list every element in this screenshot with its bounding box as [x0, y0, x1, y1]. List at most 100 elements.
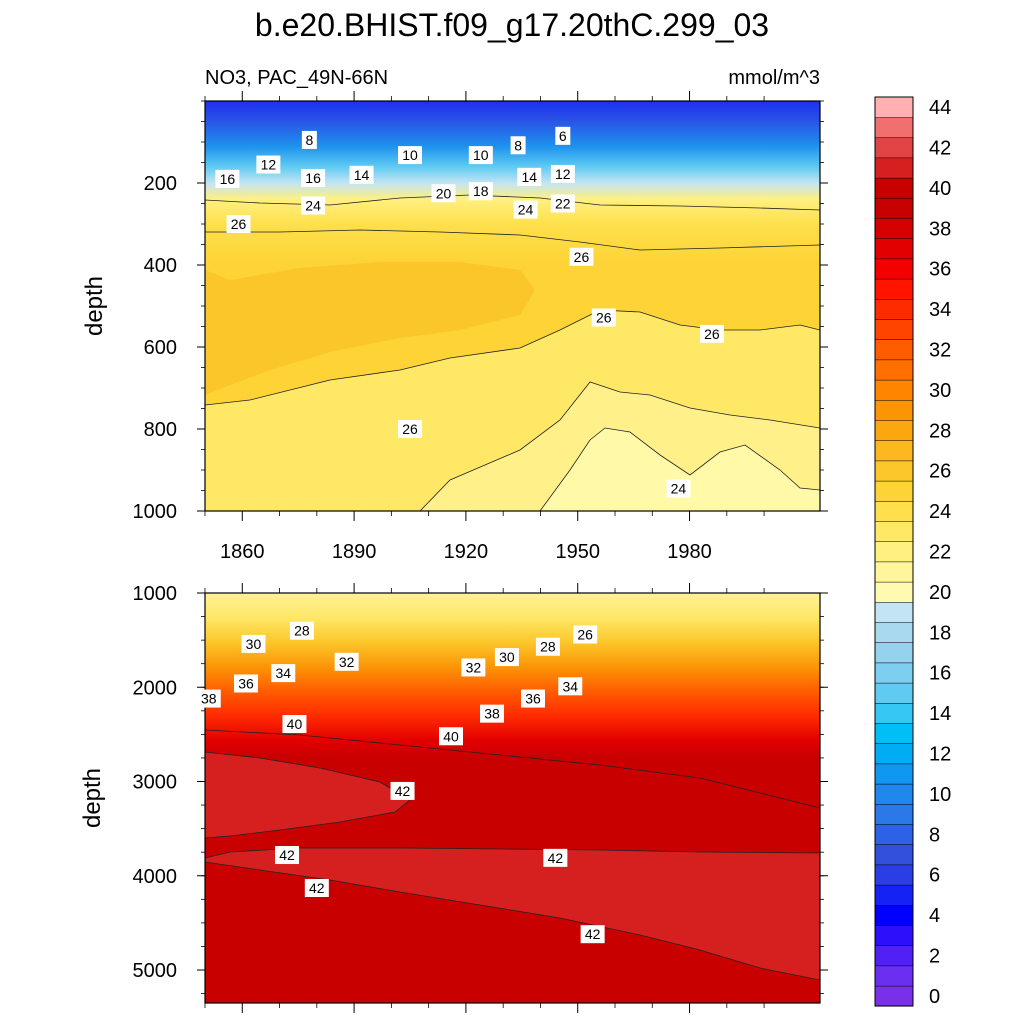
- colorbar-segment: [874, 197, 914, 219]
- colorbar-segment: [874, 480, 914, 502]
- colorbar-tick-label: 22: [929, 542, 951, 564]
- contour-label: 34: [558, 677, 583, 696]
- colorbar-tick-label: 2: [929, 946, 940, 968]
- colorbar-segment: [874, 520, 914, 542]
- colorbar-segment: [874, 116, 914, 138]
- contour-label: 26: [398, 420, 422, 438]
- contour-label-text: 16: [220, 171, 236, 187]
- contour-label-box: [196, 689, 221, 708]
- contour-label-box: [591, 308, 616, 327]
- contour-label-text: 24: [305, 198, 321, 214]
- contour-label: 28: [289, 621, 314, 640]
- x-tick-label: 1860: [220, 541, 265, 563]
- contour-label: 40: [439, 727, 463, 746]
- colorbar-segment: [874, 137, 914, 159]
- contour-label-text: 24: [518, 202, 534, 218]
- contour-label-text: 26: [574, 249, 590, 265]
- contour-label-box: [349, 165, 374, 184]
- contour-label-text: 32: [466, 659, 482, 675]
- colorbar-tick-label: 26: [929, 461, 951, 483]
- y-tick-label: 1000: [133, 501, 178, 523]
- contour-label-text: 40: [287, 716, 303, 732]
- contour-label: 8: [301, 130, 317, 149]
- contour-label-box: [431, 184, 456, 203]
- contour-label: 26: [699, 324, 724, 343]
- contour-label: 30: [494, 648, 519, 667]
- lower-y-axis-label: depth: [79, 768, 106, 828]
- contour-label: 24: [301, 196, 326, 215]
- contour-label-text: 38: [484, 706, 500, 722]
- contour-label: 22: [550, 194, 575, 213]
- lower-band-region: [205, 848, 820, 980]
- colorbar-segment: [874, 743, 914, 765]
- x-tick-label: 1950: [555, 541, 600, 563]
- contour-label-text: 6: [559, 128, 567, 144]
- contour-label: 6: [555, 126, 571, 145]
- colorbar-segment: [874, 682, 914, 704]
- contour-label-box: [550, 164, 575, 183]
- colorbar-segment: [874, 763, 914, 785]
- contour-label-box: [535, 637, 560, 656]
- contour-label: 42: [580, 925, 605, 944]
- contour-label-text: 36: [525, 691, 541, 707]
- contour-label-box: [398, 146, 422, 165]
- colorbar-tick-label: 18: [929, 622, 951, 644]
- contour-label-box: [304, 879, 329, 898]
- lower-panel-frame: [204, 592, 821, 1004]
- contour-label: 36: [234, 674, 258, 693]
- contour-label-text: 32: [339, 654, 355, 670]
- y-tick-label: 5000: [133, 960, 178, 982]
- colorbar-segment: [874, 359, 914, 381]
- contour-label-text: 20: [436, 185, 452, 201]
- colorbar-segment: [874, 561, 914, 583]
- contour-label: 16: [301, 169, 326, 188]
- contour-label: 12: [256, 155, 281, 174]
- contour-label: 24: [513, 200, 538, 219]
- contour-label-text: 42: [548, 850, 564, 866]
- contour-label: 34: [271, 664, 296, 683]
- contour-label-text: 10: [473, 147, 489, 163]
- lower-contour-line-3: [205, 861, 820, 981]
- contour-label-box: [275, 846, 299, 865]
- y-tick-label: 600: [144, 337, 177, 359]
- colorbar-tick-label: 4: [929, 905, 940, 927]
- lower-contour-line-1: [205, 751, 411, 839]
- y-tick-label: 2000: [133, 677, 178, 699]
- contour-label-text: 24: [671, 480, 687, 496]
- colorbar-tick-label: 14: [929, 703, 951, 725]
- contour-label: 32: [334, 652, 359, 671]
- colorbar-segment: [874, 945, 914, 967]
- colorbar-segment: [874, 823, 914, 845]
- contour-label: 10: [398, 146, 422, 165]
- contour-label-box: [573, 625, 598, 644]
- contour-label-text: 34: [275, 665, 291, 681]
- lower-panel: 1000 2000 3000 4000 5000 depth 26 28 28 30 30 32 3…: [79, 583, 828, 1013]
- contour-label-box: [521, 689, 545, 708]
- colorbar-tick-label: 0: [929, 986, 940, 1008]
- contour-label-box: [215, 169, 240, 188]
- colorbar-segment: [874, 460, 914, 482]
- contour-label: 40: [282, 715, 307, 734]
- contour-label-text: 28: [540, 639, 556, 655]
- contour-label-text: 14: [521, 169, 537, 185]
- contour-label: 8: [510, 136, 526, 155]
- contour-label: 26: [569, 247, 594, 266]
- contour-label: 24: [666, 479, 691, 498]
- colorbar-segment: [874, 621, 914, 643]
- colorbar-segment: [874, 440, 914, 462]
- colorbar-segment: [874, 884, 914, 906]
- x-tick-label: 1920: [444, 541, 489, 563]
- colorbar-frame: [874, 96, 914, 1007]
- colorbar-segment: [874, 157, 914, 179]
- y-tick-label: 4000: [133, 866, 178, 888]
- contour-label: 14: [349, 165, 374, 184]
- contour-label-box: [699, 324, 724, 343]
- contour-label-text: 22: [555, 196, 571, 212]
- contour-label-text: 26: [704, 326, 720, 342]
- contour-label: 38: [480, 704, 504, 723]
- contour-label-text: 40: [443, 728, 459, 744]
- colorbar-segment: [874, 278, 914, 300]
- colorbar-tick-label: 32: [929, 340, 951, 362]
- contour-label-text: 14: [354, 167, 370, 183]
